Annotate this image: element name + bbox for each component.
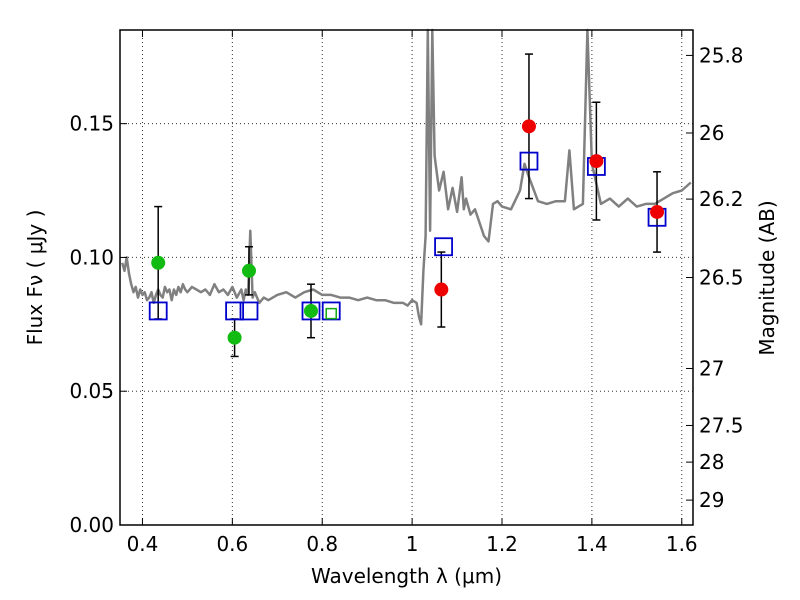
y2-tick-label: 26.2 — [699, 187, 744, 211]
model-photometry-square — [519, 151, 539, 171]
green-data-point — [227, 330, 242, 345]
y2-tick-label: 27.5 — [699, 413, 744, 437]
y2-tick-label: 26.5 — [699, 266, 744, 290]
model-photometry-square — [239, 301, 259, 321]
grid — [120, 30, 693, 525]
x-tick-label: 1.2 — [486, 532, 518, 556]
y2-tick-label: 26 — [699, 121, 724, 145]
model-spectrum-line — [120, 28, 692, 326]
model-spectrum — [120, 28, 692, 326]
x-tick-label: 0.6 — [216, 532, 248, 556]
red-data-point — [434, 282, 449, 297]
red-data-point — [521, 119, 536, 134]
x-tick-label: 0.4 — [127, 532, 159, 556]
red-data-point — [589, 154, 604, 169]
model-photometry-squares — [148, 151, 667, 321]
y2-tick-label: 25.8 — [699, 43, 744, 67]
red-data-point — [650, 204, 665, 219]
y-tick-label: 0.00 — [69, 513, 114, 537]
green-data-point — [241, 263, 256, 278]
x-tick-label: 1.4 — [576, 532, 608, 556]
x-axis-label: Wavelength λ (μm) — [311, 564, 502, 588]
model-photometry-square — [148, 301, 168, 321]
y2-tick-label: 27 — [699, 356, 724, 380]
model-photometry-square — [301, 301, 321, 321]
measurement-points — [151, 119, 665, 345]
x-tick-label: 1.6 — [666, 532, 698, 556]
y-tick-label: 0.10 — [69, 245, 114, 269]
y-tick-label: 0.05 — [69, 379, 114, 403]
ticks: 0.4 0.6 0.8 1 1.2 1.4 1.6 0.00 0.05 0.10 0.15 25.8 2… — [69, 30, 744, 556]
y2-tick-label: 29 — [699, 488, 724, 512]
y-tick-label: 0.15 — [69, 112, 114, 136]
model-photometry-square — [225, 301, 245, 321]
y2-axis-label: Magnitude (AB) — [755, 200, 779, 355]
x-tick-label: 1 — [406, 532, 419, 556]
y2-tick-label: 28 — [699, 450, 724, 474]
green-data-point — [151, 255, 166, 270]
y-axis-label: Flux Fν ( μJy ) — [23, 210, 47, 346]
model-photometry-square — [434, 237, 453, 257]
x-tick-label: 0.8 — [306, 532, 338, 556]
small-green-square — [325, 307, 337, 320]
green-data-point — [304, 303, 318, 318]
model-photometry-square — [321, 301, 341, 321]
